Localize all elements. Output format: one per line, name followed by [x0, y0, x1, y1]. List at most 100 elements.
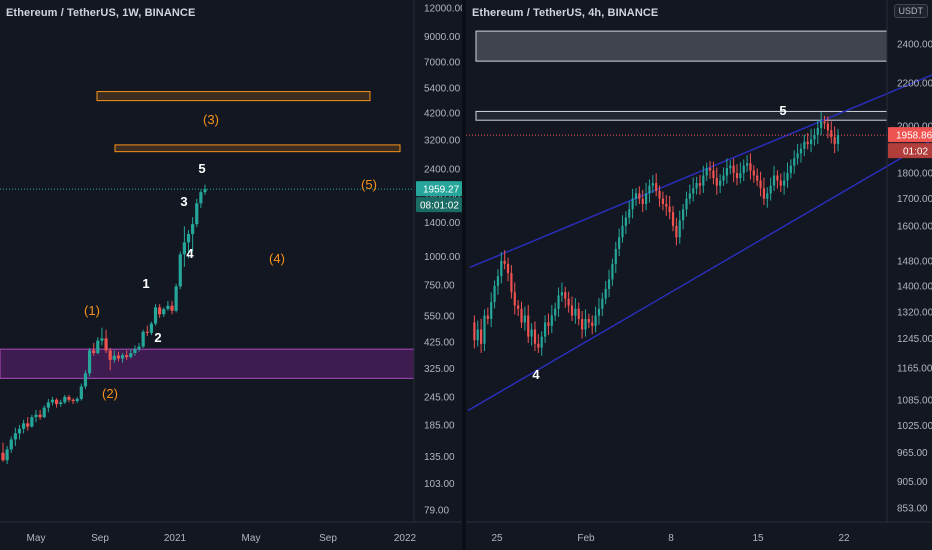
x-tick-label: Feb [577, 533, 595, 544]
candle-body [104, 338, 108, 351]
candle-body [705, 168, 708, 176]
currency-button[interactable]: USDT [893, 4, 928, 18]
candle-body [786, 173, 789, 181]
candle-body [153, 307, 158, 324]
candle-body [493, 285, 496, 303]
x-tick-label: May [242, 533, 261, 544]
candle-body [826, 123, 829, 131]
candle-body [611, 263, 614, 280]
candle-body [30, 417, 34, 427]
y-tick-label: 185.00 [424, 420, 455, 431]
countdown-label: 08:01:02 [420, 201, 459, 212]
channel-upper-line [469, 74, 932, 269]
candle-body [729, 165, 732, 169]
y-tick-label: 1245.00 [897, 334, 932, 345]
candle-body [803, 141, 806, 149]
channel-lower-line [467, 139, 932, 412]
candle-body [527, 315, 530, 337]
candle-body [692, 188, 695, 194]
candle-body [644, 193, 648, 204]
wave-label: 1 [142, 276, 149, 291]
weekly-chart[interactable]: 12000.00 9000.00 7000.00 5400.00 4200.00 3200… [0, 0, 462, 550]
candle-body [766, 193, 769, 199]
candle-body [587, 319, 590, 323]
candle-body [675, 225, 678, 238]
candle-body [772, 175, 776, 186]
weekly-chart-panel[interactable]: 12000.00 9000.00 7000.00 5400.00 4200.00 3200… [0, 0, 462, 550]
candle-body [665, 203, 668, 207]
last-price-badge [416, 181, 462, 197]
candle-body [759, 180, 762, 189]
candle-body [769, 185, 772, 194]
candle-body [722, 175, 725, 181]
candle-body [725, 168, 728, 176]
y-tick-label: 425.00 [424, 337, 455, 348]
y-tick-label: 1800.00 [897, 169, 932, 180]
candle-body [574, 308, 577, 316]
candle-body [581, 319, 584, 330]
candle-body [100, 338, 104, 341]
candle-body [71, 399, 75, 402]
candle-body [651, 183, 654, 186]
candle-body [38, 414, 42, 418]
candle-body [523, 315, 526, 323]
panel-divider[interactable] [462, 0, 466, 550]
candle-body [749, 163, 752, 171]
candle-body [607, 279, 611, 289]
wave-label: (2) [102, 386, 118, 401]
candle-body [125, 355, 129, 358]
candle-body [621, 225, 624, 238]
candle-body [520, 308, 523, 323]
candle-body [833, 137, 836, 145]
candle-body [547, 322, 550, 326]
candle-body [597, 308, 601, 316]
y-tick-label: 3200.00 [424, 136, 461, 147]
candle-body [745, 163, 749, 166]
candle-body [591, 322, 594, 326]
candle-body [594, 315, 597, 326]
zone-target-upper [96, 91, 371, 102]
candle-body [735, 173, 739, 179]
candle-body [739, 173, 742, 179]
candle-body [96, 340, 100, 354]
wave-label: (3) [203, 112, 219, 127]
4h-chart[interactable]: 2400.00 2200.00 2000.00 1800.00 1700.00 1600.… [466, 0, 932, 550]
candle-body [614, 248, 617, 264]
candle-body [500, 260, 503, 277]
y-tick-label: 2400.00 [897, 40, 932, 51]
candle-body [601, 298, 604, 309]
last-price-label: 1959.27 [423, 185, 460, 196]
candle-body [116, 355, 121, 359]
candle-body [799, 148, 803, 154]
candle-body [112, 355, 116, 360]
4h-chart-panel[interactable]: 2400.00 2200.00 2000.00 1800.00 1700.00 1600.… [466, 0, 932, 550]
candle-body [79, 386, 83, 399]
candle-body [480, 329, 483, 344]
x-tick-label: Sep [319, 533, 337, 544]
candle-body [182, 242, 186, 255]
candle-body [87, 350, 92, 374]
candle-body [476, 329, 479, 341]
candle-body [133, 349, 137, 354]
candle-body [648, 185, 651, 194]
candle-body [634, 193, 638, 199]
candle-body [75, 398, 79, 402]
wave-label: (5) [361, 177, 377, 192]
countdown-label: 01:02 [903, 147, 928, 158]
candle-body [13, 433, 17, 440]
y-tick-label: 1400.00 [897, 281, 932, 292]
candle-body [671, 212, 675, 226]
y-tick-label: 7000.00 [424, 57, 461, 68]
candle-body [108, 350, 112, 360]
candle-body [137, 346, 141, 350]
countdown-badge [416, 197, 462, 213]
wave-label: 3 [180, 194, 187, 209]
candle-body [658, 190, 661, 199]
candle-body [186, 234, 191, 243]
candle-body [685, 198, 688, 210]
y-tick-label: 245.00 [424, 392, 455, 403]
candle-body [570, 305, 574, 316]
candle-body [719, 180, 722, 186]
last-price-label: 1958.86 [896, 131, 932, 142]
y-tick-label: 750.00 [424, 281, 455, 292]
